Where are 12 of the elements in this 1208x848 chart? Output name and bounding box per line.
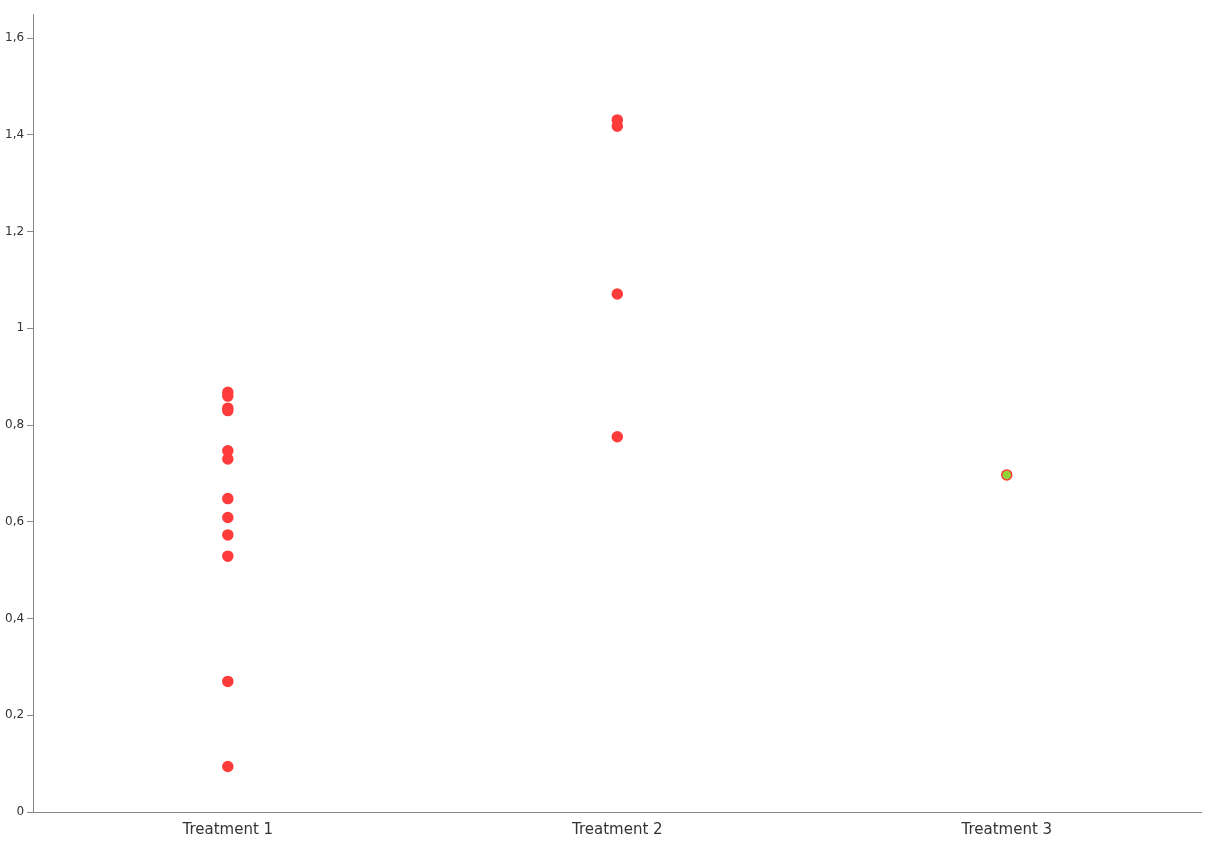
y-tick-label: 0,2 [4,707,25,722]
y-tick-label: 0,4 [4,610,25,625]
y-tick-label: 1,4 [4,127,25,142]
x-tick-label: Treatment 2 [570,819,663,838]
y-tick-label: 0,8 [4,417,25,432]
y-tick-label: 1,6 [4,30,25,45]
y-tick-label: 1,2 [4,223,25,238]
y-tick-label: 0 [16,804,25,819]
y-tick-label: 1 [16,320,25,335]
x-tick-label: Treatment 1 [181,819,274,838]
y-tick-label: 0,6 [4,513,25,528]
x-tick-label: Treatment 3 [960,819,1053,838]
